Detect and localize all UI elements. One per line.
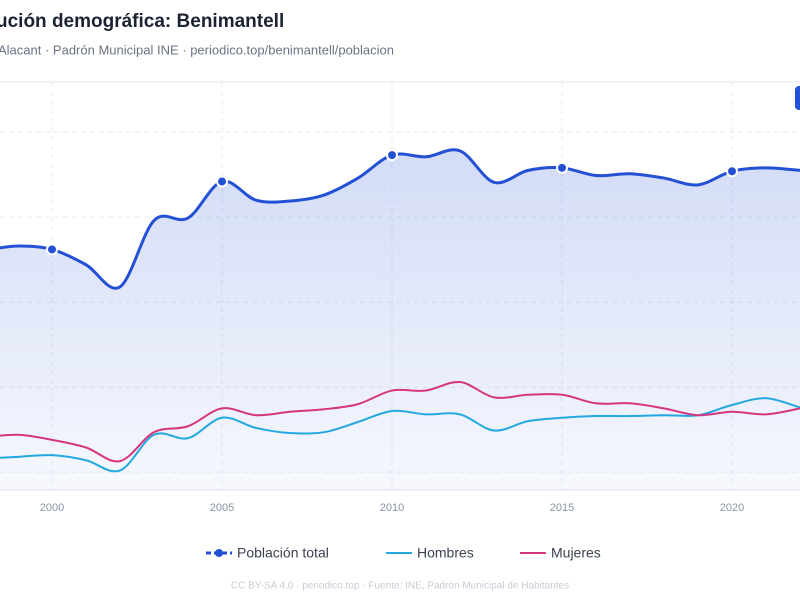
x-tick-label: 2005 [210, 502, 234, 514]
legend-label: Mujeres [551, 545, 601, 561]
series-line [0, 397, 800, 473]
legend-swatch [215, 549, 223, 557]
x-tick-label: 2010 [380, 502, 404, 514]
legend: Población total Hombres Mujeres [206, 545, 601, 561]
point [386, 149, 399, 162]
legend-label: Hombres [417, 545, 474, 561]
footer: CC BY-SA 4.0 · periodico.top · Fuente: I… [231, 581, 569, 592]
chart-title: ución demográfica: Benimantell [0, 11, 284, 32]
point [46, 243, 59, 256]
x-tick-label: 2000 [40, 502, 64, 514]
x-tick-label: 2015 [550, 502, 574, 514]
button[interactable] [795, 86, 800, 110]
point [216, 175, 229, 188]
legend-label: Población total [237, 545, 329, 561]
plot-area [0, 82, 800, 490]
chart-subtitle: Alacant · Padrón Municipal INE · periodi… [0, 42, 394, 57]
series-line [0, 381, 800, 463]
area [0, 149, 800, 490]
point [726, 165, 739, 178]
x-tick-label: 2020 [720, 502, 744, 514]
point [556, 161, 569, 174]
